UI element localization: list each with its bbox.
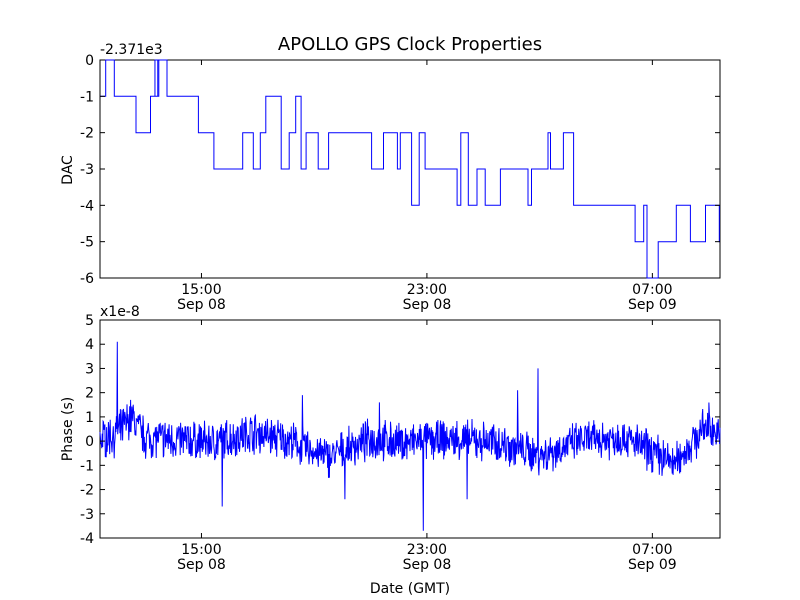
dac-ytick-label: -5 xyxy=(80,235,94,251)
phase-ytick-label: 3 xyxy=(85,361,94,377)
phase-ytick-label: 5 xyxy=(85,313,94,329)
x-axis-label: Date (GMT) xyxy=(370,581,450,597)
dac-ytick-label: -4 xyxy=(80,198,94,214)
phase-xtick-date-label: Sep 08 xyxy=(177,557,226,573)
phase-offset-label: x1e-8 xyxy=(100,304,140,320)
phase-xtick-time-label: 07:00 xyxy=(632,542,672,558)
phase-ytick-label: -3 xyxy=(80,507,94,523)
phase-plot-frame xyxy=(99,319,721,539)
phase-ytick-label: 2 xyxy=(85,386,94,402)
phase-xtick-date-label: Sep 08 xyxy=(403,557,452,573)
phase-y-axis-label: Phase (s) xyxy=(60,397,76,461)
dac-y-ticks: 0 -1 -2 -3 -4 -5 -6 xyxy=(80,53,720,287)
phase-xtick-time-label: 15:00 xyxy=(181,542,221,558)
phase-ytick-label: -1 xyxy=(80,458,94,474)
dac-xtick-time-label: 07:00 xyxy=(632,282,672,298)
phase-series xyxy=(99,341,721,531)
dac-offset-label: -2.371e3 xyxy=(100,42,163,58)
phase-xtick-date-label: Sep 09 xyxy=(628,557,677,573)
dac-xtick-date-label: Sep 08 xyxy=(177,297,226,313)
dac-xtick-time-label: 15:00 xyxy=(181,282,221,298)
dac-xtick-time-label: 23:00 xyxy=(407,282,447,298)
phase-y-ticks: 5 4 3 2 1 0 -1 -2 -3 -4 xyxy=(80,313,720,547)
phase-ytick-label: -2 xyxy=(80,483,94,499)
dac-y-axis-label: DAC xyxy=(60,155,76,185)
dac-ytick-label: -6 xyxy=(80,271,94,287)
dac-line xyxy=(100,59,720,279)
phase-ytick-label: 0 xyxy=(85,434,94,450)
phase-ytick-label: 1 xyxy=(85,410,94,426)
dac-ytick-label: -1 xyxy=(80,89,94,105)
dac-ytick-label: -2 xyxy=(80,126,94,142)
phase-ytick-label: -4 xyxy=(80,531,94,547)
phase-ytick-label: 4 xyxy=(85,337,94,353)
dac-plot-frame xyxy=(99,59,721,279)
dac-xtick-date-label: Sep 09 xyxy=(628,297,677,313)
chart-title: APOLLO GPS Clock Properties xyxy=(278,34,542,55)
dac-ytick-label: -3 xyxy=(80,162,94,178)
phase-line xyxy=(99,341,721,531)
dac-ytick-label: 0 xyxy=(85,53,94,69)
dac-spike xyxy=(154,59,159,97)
phase-xtick-time-label: 23:00 xyxy=(407,542,447,558)
dac-series xyxy=(100,59,720,279)
dac-xtick-date-label: Sep 08 xyxy=(403,297,452,313)
